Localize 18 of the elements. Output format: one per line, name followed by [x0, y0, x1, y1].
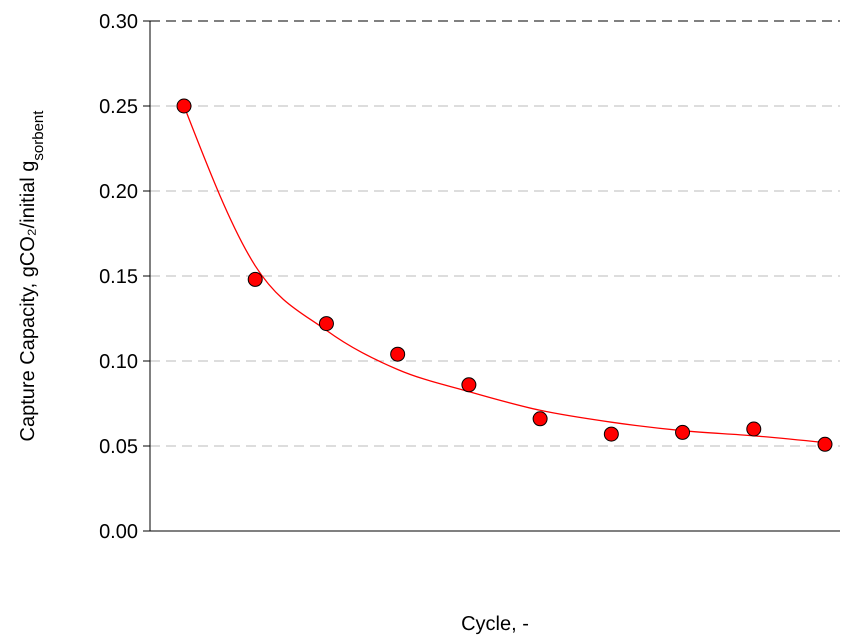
y-tick-label: 0.10 [99, 351, 138, 373]
y-tick-label: 0.20 [99, 181, 138, 203]
point [248, 272, 263, 287]
point [818, 436, 832, 452]
point [675, 424, 690, 440]
y-tick-label: 0.25 [99, 96, 138, 118]
point [176, 98, 192, 114]
y-tick-label: 0.15 [99, 266, 138, 288]
point [532, 411, 548, 426]
y-tick-label: 0.30 [99, 11, 138, 33]
point [318, 316, 334, 332]
y-tick-label: 0.05 [99, 436, 138, 458]
point [461, 377, 476, 392]
y-tick-label: 0.00 [99, 521, 138, 543]
point [604, 426, 619, 442]
point [390, 346, 406, 362]
point [746, 422, 762, 436]
x-axis-title: Cycle, - [461, 613, 529, 635]
